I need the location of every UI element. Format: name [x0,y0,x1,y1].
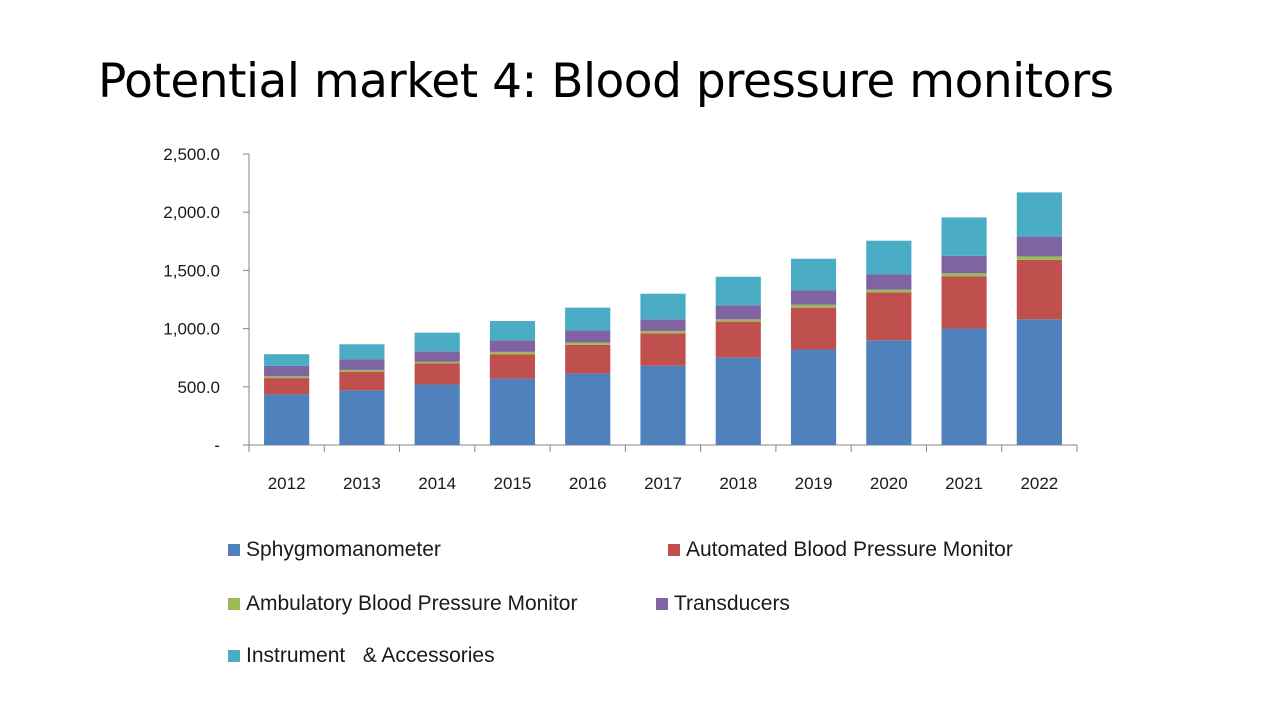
legend-label: Ambulatory Blood Pressure Monitor [246,592,578,615]
bar-segment [414,363,460,385]
x-tick-label: 2019 [795,474,833,493]
bar-segment [489,354,536,379]
bar-segment [640,319,686,331]
slide-title: Potential market 4: Blood pressure monit… [98,54,1114,109]
bar-segment [1016,259,1062,320]
bar-segment [790,349,837,445]
legend-item-automated-bpm: Automated Blood Pressure Monitor [668,538,1013,562]
bar-segment [489,378,536,445]
bar-segment [264,354,310,366]
x-axis: 2012 2013 2014 2015 2016 2017 2018 2019 2020 2021… [248,444,1078,493]
x-tick-label: 2014 [418,474,456,493]
x-tick-label: 2015 [494,474,532,493]
legend-item-transducers: Transducers [656,592,790,616]
bar-segment [715,321,761,358]
x-tick-label: 2022 [1020,474,1058,493]
bar-segment [339,359,385,370]
bar-segment [866,292,912,341]
bar-segment [941,217,987,256]
bar-segment [715,276,761,306]
x-tick-label: 2021 [945,474,983,493]
y-tick-label: - [214,436,220,455]
bar-segment [640,365,686,445]
bar-segment [866,289,912,293]
y-axis: - 500.0 1,000.0 1,500.0 2,000.0 2,500.0 [163,145,250,455]
bar-segment [941,273,987,277]
bar-segment [264,376,310,379]
bar-segment [941,255,987,274]
legend-swatch [228,544,240,556]
bar-segment [790,307,837,350]
legend-label: Automated Blood Pressure Monitor [686,538,1013,561]
bars [264,192,1062,445]
bar-segment [715,305,761,320]
bar-segment [1016,256,1062,260]
bar-segment [1016,192,1062,237]
bar-segment [339,390,385,445]
x-tick-label: 2017 [644,474,682,493]
bar-segment [414,384,460,445]
y-tick-label: 1,000.0 [163,320,220,339]
y-tick-label: 1,500.0 [163,261,220,280]
legend-label: Transducers [674,592,790,615]
legend-item-instrument-accessories: Instrument & Accessories [228,644,495,668]
legend-item-sphygmomanometer: Sphygmomanometer [228,538,441,562]
legend-label: Sphygmomanometer [246,538,441,561]
bar-segment [264,394,310,445]
legend-label: Instrument & Accessories [246,644,495,667]
x-tick-label: 2016 [569,474,607,493]
bar-segment [489,340,536,352]
bar-segment [489,321,536,341]
bar-segment [565,344,611,374]
bar-segment [339,369,385,372]
bar-segment [414,351,460,362]
bar-segment [941,276,987,329]
bar-segment [715,319,761,322]
legend-item-ambulatory-bpm: Ambulatory Blood Pressure Monitor [228,592,577,616]
x-tick-label: 2013 [343,474,381,493]
bar-segment [1016,236,1062,257]
bar-segment [339,344,385,360]
x-tick-label: 2018 [719,474,757,493]
bar-segment [866,240,912,275]
bar-segment [264,365,310,377]
x-tick-label: 2020 [870,474,908,493]
bar-segment [640,330,686,334]
bar-segment [941,328,987,445]
bar-segment [790,258,837,291]
bar-segment [715,357,761,445]
bar-segment [866,340,912,445]
bar-segment [489,351,536,355]
bar-segment [790,290,837,305]
bar-segment [414,361,460,364]
x-tick-label: 2012 [268,474,306,493]
bar-segment [565,342,611,345]
bar-segment [640,333,686,366]
bar-segment [264,378,310,395]
y-tick-label: 2,000.0 [163,203,220,222]
y-tick-label: 2,500.0 [163,145,220,164]
bar-segment [866,274,912,290]
bar-segment [565,307,611,331]
bar-segment [565,373,611,445]
bar-segment [640,293,686,320]
legend-swatch [228,650,240,662]
bar-segment [1016,319,1062,445]
legend-swatch [228,598,240,610]
y-tick-label: 500.0 [177,378,220,397]
bar-segment [565,330,611,343]
legend-swatch [668,544,680,556]
bar-segment [790,304,837,308]
bar-segment [414,332,460,352]
legend-swatch [656,598,668,610]
bar-segment [339,371,385,391]
